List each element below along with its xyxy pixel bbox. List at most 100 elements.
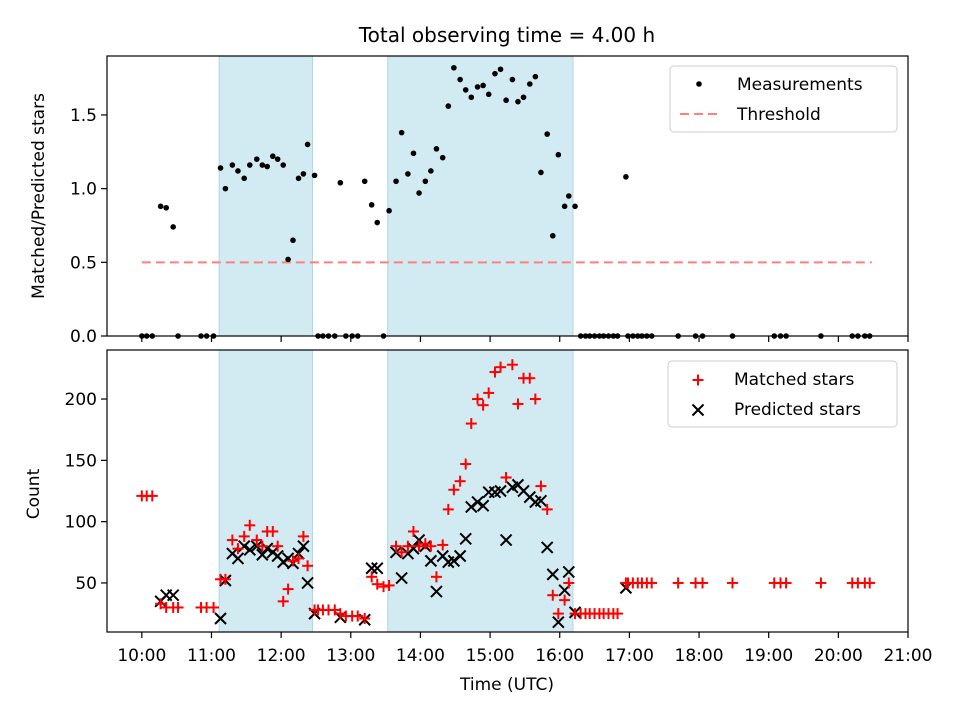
matched-star-point-53 bbox=[460, 458, 472, 470]
matched-star-point-46 bbox=[419, 538, 431, 550]
matched-star-point-67 bbox=[541, 503, 553, 515]
matched-star-point-16 bbox=[251, 534, 263, 546]
matched-star-point-17 bbox=[256, 540, 268, 552]
predicted-star-point-19 bbox=[301, 576, 314, 590]
top-y-tick-label-1: 0.5 bbox=[70, 253, 97, 273]
predicted-star-point-23 bbox=[365, 562, 378, 575]
measurement-point-25 bbox=[300, 171, 307, 177]
top-y-ticks: 0.0 0.5 1.0 1.5 bbox=[70, 106, 107, 347]
predicted-star-point-51 bbox=[540, 541, 554, 554]
measurement-point-52 bbox=[457, 76, 463, 83]
matched-star-point-32 bbox=[334, 608, 346, 620]
measurement-point-64 bbox=[526, 81, 533, 87]
matched-star-point-20 bbox=[272, 540, 284, 552]
matched-star-points bbox=[136, 359, 876, 625]
matched-star-point-52 bbox=[454, 475, 466, 487]
measurement-point-43 bbox=[405, 171, 411, 177]
legend-marker-predicted bbox=[691, 403, 705, 417]
top-y-tick-label-2: 1.0 bbox=[70, 180, 97, 200]
x-tick-label-11: 21:00 bbox=[884, 646, 933, 666]
x-tick-label-3: 13:00 bbox=[326, 646, 375, 666]
matched-star-point-64 bbox=[524, 372, 536, 384]
measurement-point-27 bbox=[311, 172, 318, 179]
matched-star-point-71 bbox=[563, 577, 575, 589]
top-legend-box bbox=[669, 65, 898, 133]
measurement-point-3 bbox=[157, 203, 164, 210]
measurement-point-18 bbox=[264, 163, 271, 170]
predicted-star-point-25 bbox=[389, 546, 403, 559]
matched-star-point-35 bbox=[352, 610, 364, 622]
legend-label-threshold: Threshold bbox=[736, 105, 821, 125]
matched-star-point-62 bbox=[512, 398, 524, 410]
matched-star-point-49 bbox=[437, 539, 449, 551]
top-y-tick-label-3: 1.5 bbox=[70, 106, 97, 126]
matched-star-point-88 bbox=[646, 577, 658, 589]
measurement-point-11 bbox=[222, 185, 229, 192]
measurement-point-26 bbox=[304, 141, 311, 148]
measurement-point-72 bbox=[572, 203, 578, 210]
matched-star-point-12 bbox=[226, 534, 238, 546]
matched-star-point-65 bbox=[529, 393, 541, 405]
matched-star-point-44 bbox=[407, 525, 419, 537]
measurement-point-16 bbox=[253, 156, 260, 162]
matched-star-point-40 bbox=[383, 579, 395, 591]
matched-star-point-22 bbox=[282, 583, 294, 595]
measurement-point-19 bbox=[269, 153, 276, 160]
measurement-point-21 bbox=[280, 162, 287, 168]
top-y-axis-label: Matched/Predicted stars bbox=[29, 93, 49, 299]
x-tick-label-4: 14:00 bbox=[396, 646, 445, 666]
measurement-point-55 bbox=[474, 84, 481, 90]
predicted-star-point-39 bbox=[471, 495, 484, 509]
x-axis-label: Time (UTC) bbox=[459, 675, 554, 695]
legend-marker-measurements bbox=[696, 81, 702, 87]
x-tick-label-5: 15:00 bbox=[466, 646, 515, 666]
matched-star-point-38 bbox=[371, 578, 383, 590]
measurement-point-23 bbox=[290, 237, 296, 244]
predicted-star-point-7 bbox=[238, 539, 251, 553]
matched-star-point-42 bbox=[396, 546, 408, 558]
measurement-point-60 bbox=[503, 97, 509, 104]
predicted-star-point-40 bbox=[476, 499, 490, 512]
bottom-y-tick-label-3: 200 bbox=[65, 390, 97, 410]
matched-star-point-3 bbox=[155, 598, 167, 610]
predicted-star-point-43 bbox=[494, 484, 507, 498]
matched-star-point-45 bbox=[413, 540, 425, 552]
matched-star-point-61 bbox=[506, 359, 518, 371]
matched-star-point-57 bbox=[483, 387, 495, 399]
measurement-point-20 bbox=[274, 156, 281, 162]
legend-label-matched: Matched stars bbox=[734, 370, 854, 390]
measurement-point-61 bbox=[509, 76, 516, 83]
predicted-star-point-44 bbox=[499, 533, 513, 547]
matched-star-point-23 bbox=[287, 555, 299, 567]
matched-star-point-56 bbox=[477, 399, 489, 411]
legend-marker-matched bbox=[692, 374, 704, 386]
measurement-point-42 bbox=[398, 129, 405, 136]
measurement-point-14 bbox=[241, 175, 248, 182]
measurement-point-56 bbox=[480, 82, 486, 89]
predicted-star-point-9 bbox=[250, 539, 263, 553]
measurement-point-82 bbox=[623, 174, 629, 180]
top-shaded-band-0 bbox=[218, 55, 313, 337]
matched-star-point-13 bbox=[232, 543, 244, 555]
top-shaded-band-1 bbox=[387, 55, 574, 337]
bottom-shaded-band-0 bbox=[218, 349, 313, 633]
predicted-star-point-2 bbox=[166, 589, 180, 602]
predicted-star-point-32 bbox=[430, 585, 443, 598]
predicted-star-point-55 bbox=[562, 565, 576, 579]
measurement-point-67 bbox=[544, 131, 551, 137]
chart-title: Total observing time = 4.00 h bbox=[358, 23, 655, 47]
matched-star-point-89 bbox=[672, 577, 684, 589]
predicted-star-point-52 bbox=[546, 568, 559, 581]
top-x-ticks bbox=[141, 336, 909, 342]
predicted-star-point-24 bbox=[371, 562, 384, 575]
matched-star-point-24 bbox=[293, 552, 305, 564]
measurement-point-17 bbox=[259, 162, 266, 168]
legend-label-measurements: Measurements bbox=[737, 75, 863, 95]
measurement-point-37 bbox=[368, 202, 375, 208]
matched-star-point-43 bbox=[402, 540, 414, 552]
matched-star-point-39 bbox=[378, 581, 390, 593]
measurement-point-48 bbox=[433, 146, 440, 152]
matched-star-point-54 bbox=[465, 418, 477, 430]
bottom-shaded-bands bbox=[218, 349, 574, 633]
